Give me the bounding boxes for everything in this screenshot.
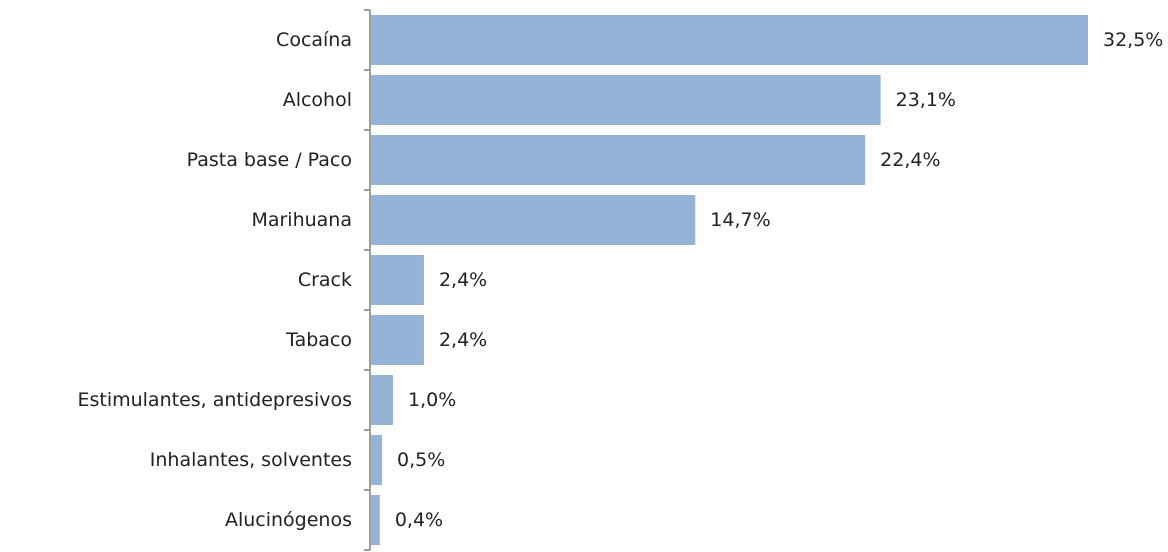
data-label: 1,0% [408,389,456,411]
data-label: 32,5% [1103,29,1163,51]
bar [371,435,383,485]
category-label: Cocaína [276,29,352,51]
bar [371,135,866,185]
bar [371,195,696,245]
data-label: 22,4% [880,149,940,171]
bar [371,315,424,365]
category-labels: Cocaína Alcohol Pasta base / Paco Marihuana… [77,29,352,531]
category-label: Estimulantes, antidepresivos [77,389,352,411]
y-axis [364,9,371,551]
data-label: 2,4% [439,269,487,291]
data-label: 0,4% [395,509,443,531]
category-label: Alucinógenos [225,509,352,531]
category-label: Tabaco [285,329,352,351]
data-label: 0,5% [397,449,445,471]
category-label: Pasta base / Paco [187,149,352,171]
data-label: 23,1% [896,89,956,111]
data-label: 14,7% [710,209,770,231]
bars-group [371,15,1088,545]
bar [371,495,380,545]
data-label: 2,4% [439,329,487,351]
category-label: Alcohol [283,89,352,111]
bar [371,375,394,425]
category-label: Crack [298,269,352,291]
bar [371,15,1088,65]
bar [371,75,881,125]
category-label: Marihuana [251,209,352,231]
bar [371,255,424,305]
category-label: Inhalantes, solventes [150,449,352,471]
value-labels: 32,5% 23,1% 22,4% 14,7% 2,4% 2,4% 1,0% 0,5% 0,4% [395,29,1164,531]
